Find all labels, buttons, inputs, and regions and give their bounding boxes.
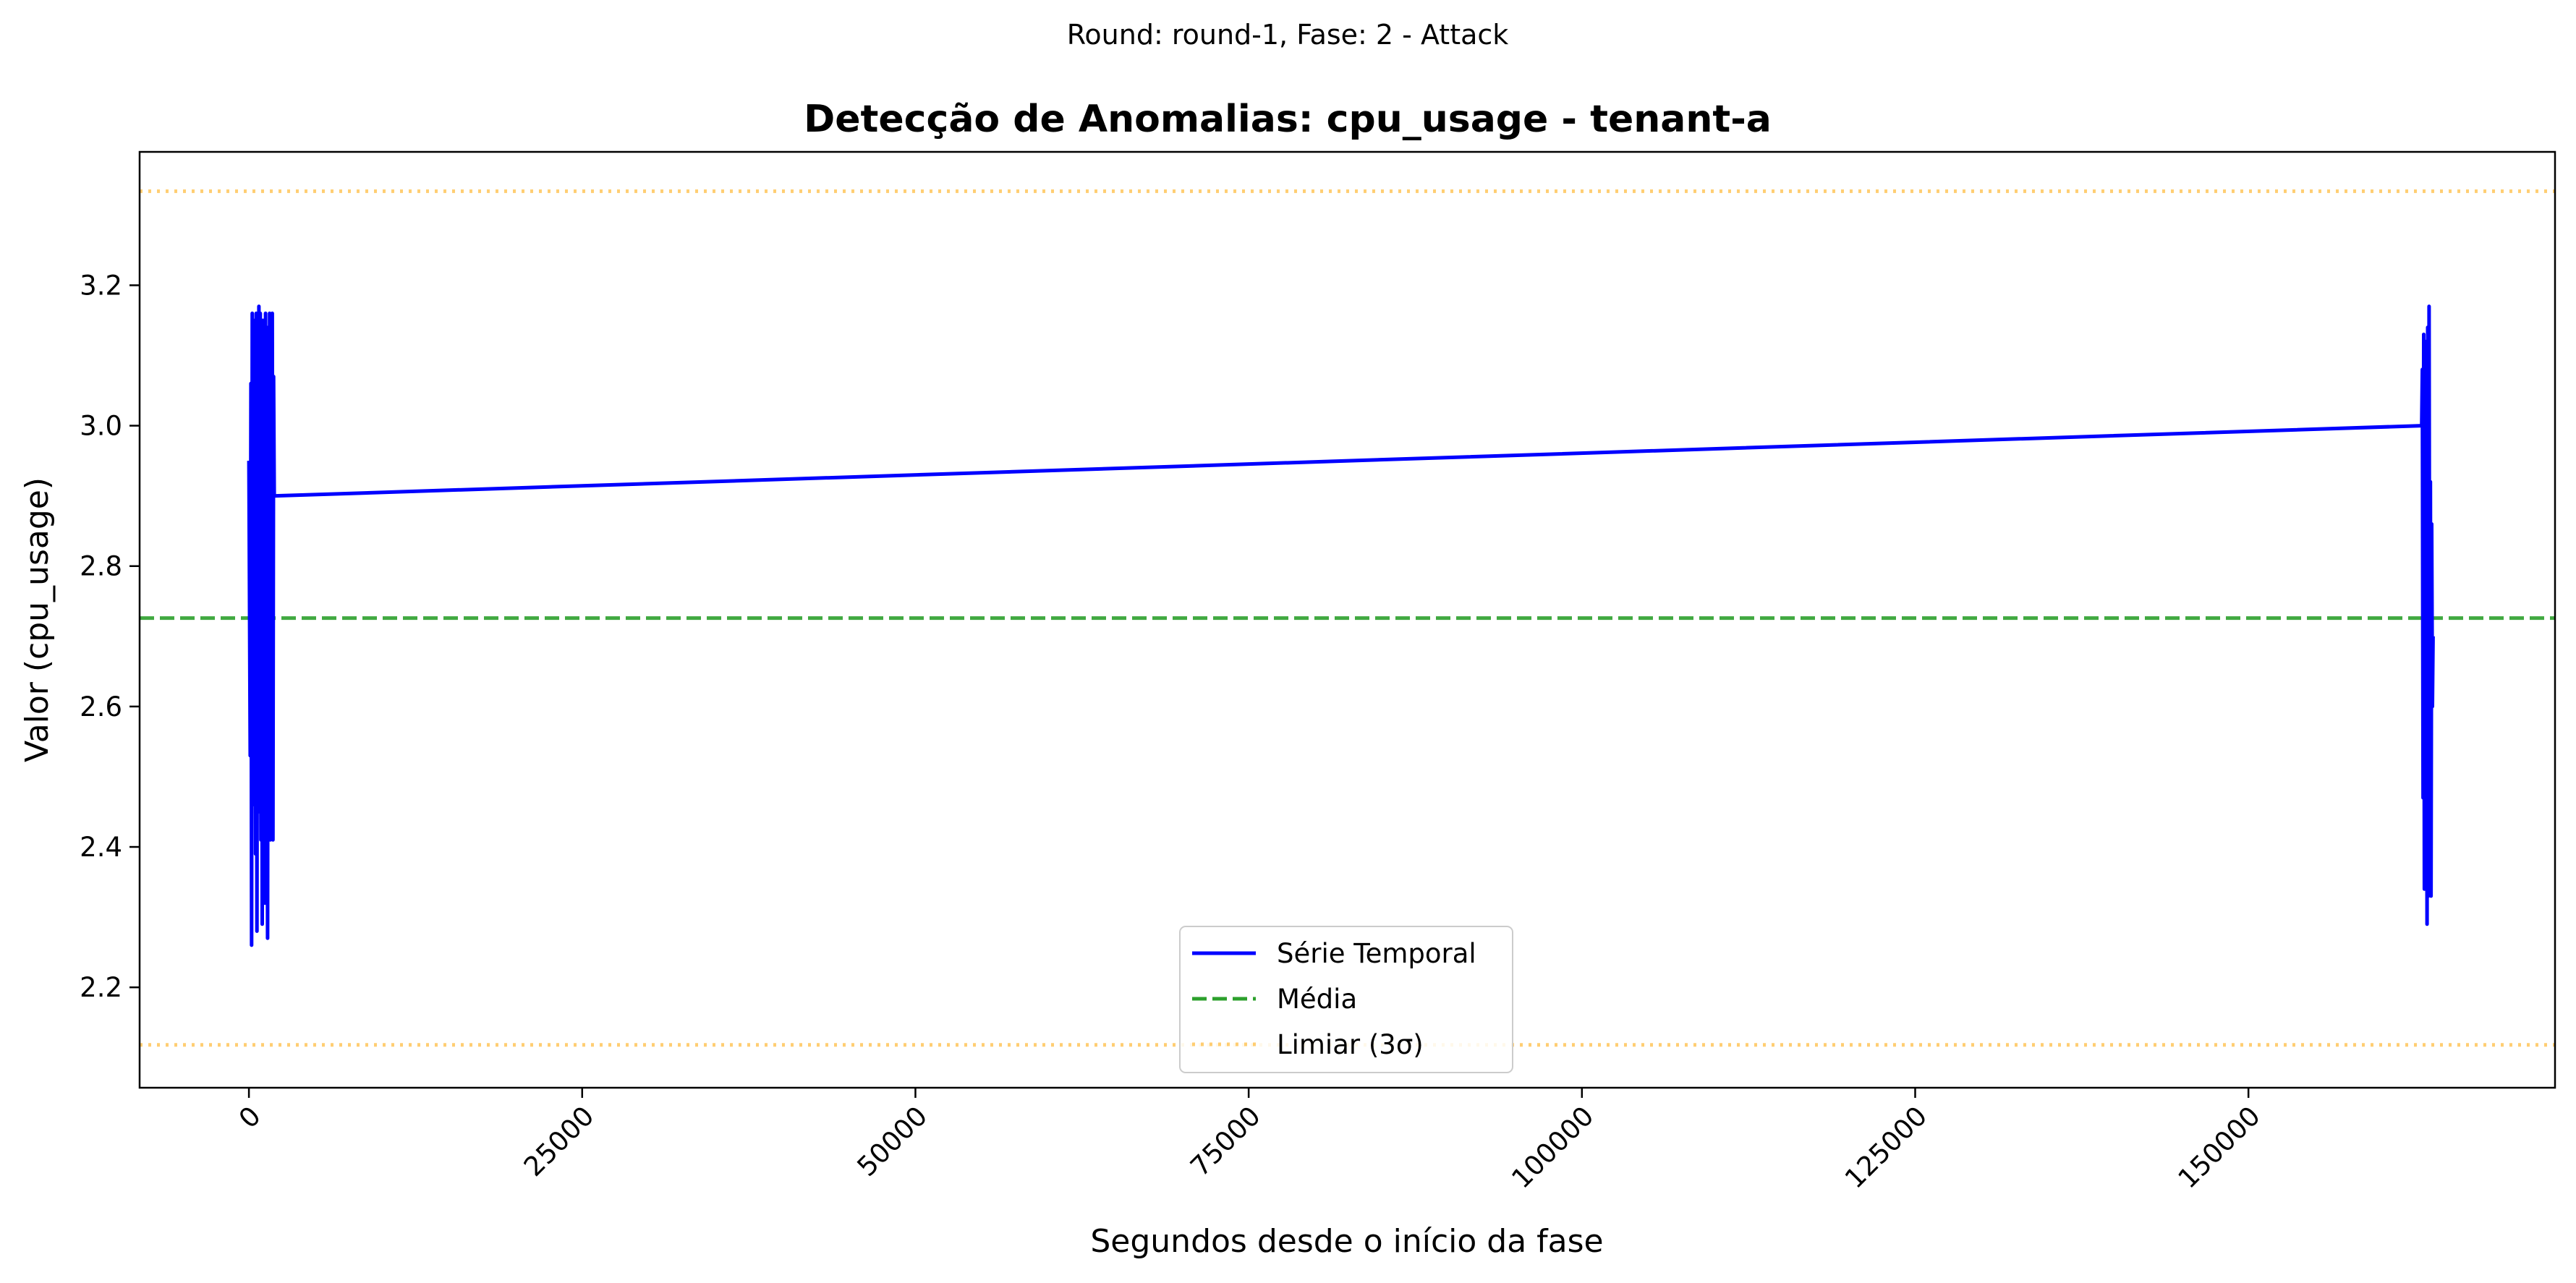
y-tick-label: 2.8	[80, 551, 122, 582]
y-tick-label: 2.4	[80, 832, 122, 863]
y-tick-label: 3.0	[80, 411, 122, 442]
y-axis-label: Valor (cpu_usage)	[19, 477, 56, 762]
series-line-time-series	[247, 304, 2435, 947]
legend: Série Temporal Média Limiar (3σ)	[1179, 926, 1513, 1073]
legend-label-series: Série Temporal	[1277, 938, 1476, 969]
y-tick-label: 3.2	[80, 270, 122, 301]
legend-box	[1179, 926, 1513, 1073]
chart-title: Detecção de Anomalias: cpu_usage - tenan…	[804, 98, 1772, 141]
legend-label-mean: Média	[1277, 984, 1357, 1015]
y-axis: 2.2 2.4 2.6 2.8 3.0 3.2	[80, 270, 140, 1003]
y-tick-label: 2.6	[80, 691, 122, 723]
plot-frame	[138, 150, 2556, 1089]
x-axis-label: Segundos desde o início da fase	[1090, 1223, 1603, 1260]
chart-suptitle: Round: round-1, Fase: 2 - Attack	[1067, 19, 1509, 51]
y-tick-label: 2.2	[80, 972, 122, 1003]
legend-label-threshold: Limiar (3σ)	[1277, 1029, 1424, 1060]
